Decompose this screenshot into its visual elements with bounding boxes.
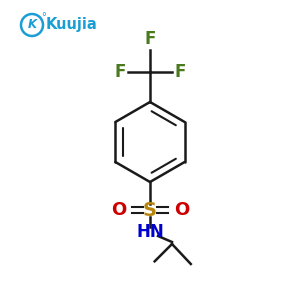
Text: F: F <box>144 30 156 48</box>
Text: O: O <box>111 201 126 219</box>
Text: O: O <box>174 201 189 219</box>
Text: F: F <box>115 63 126 81</box>
Text: Kuujia: Kuujia <box>46 17 98 32</box>
Text: S: S <box>143 200 157 220</box>
Text: °: ° <box>42 12 46 22</box>
Text: K: K <box>27 19 37 32</box>
Text: F: F <box>174 63 185 81</box>
Text: HN: HN <box>136 223 164 241</box>
